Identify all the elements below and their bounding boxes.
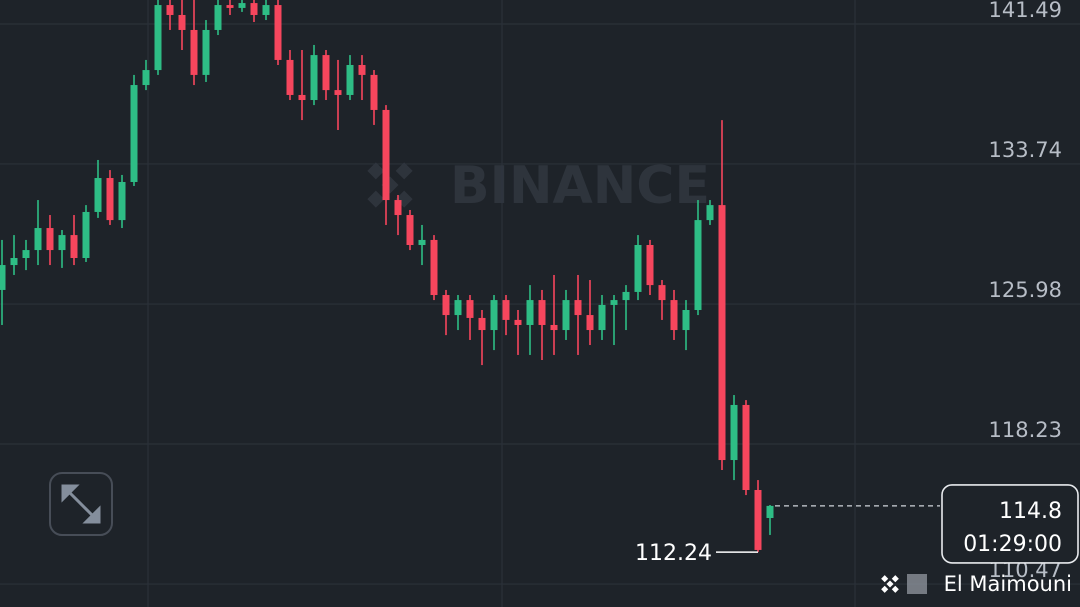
- candle-body: [406, 215, 414, 246]
- candle-body: [754, 490, 762, 550]
- candle-body: [358, 64, 366, 75]
- candle-body: [46, 228, 54, 251]
- candle-body: [694, 220, 702, 310]
- watermark-text: BINANCE: [450, 156, 710, 216]
- candle-body: [610, 300, 618, 305]
- last-price-label: 114.8: [999, 499, 1062, 524]
- candle-body: [322, 55, 330, 91]
- candle-body: [622, 291, 630, 301]
- low-label: 112.24: [635, 541, 712, 566]
- candle-body: [586, 315, 594, 331]
- candle-body: [106, 178, 114, 221]
- candle-body: [646, 245, 654, 286]
- candle-body: [202, 29, 210, 75]
- candle-body: [670, 300, 678, 331]
- candle-body: [514, 319, 522, 325]
- candle-body: [70, 235, 78, 259]
- y-tick-label: 125.98: [989, 278, 1062, 302]
- expand-icon: [61, 484, 101, 524]
- candle-body: [466, 300, 474, 318]
- candle-body: [562, 300, 570, 331]
- candle-body: [82, 211, 90, 259]
- candle-body: [250, 3, 258, 15]
- candle-body: [142, 70, 150, 86]
- candle-body: [742, 404, 750, 491]
- countdown: 01:29:00: [963, 532, 1062, 557]
- candle-body: [178, 14, 186, 30]
- candle-body: [490, 300, 498, 331]
- candle-body: [682, 309, 690, 331]
- candle-body: [286, 59, 294, 95]
- author-name: El Maimouni: [944, 572, 1072, 596]
- candle-body: [190, 29, 198, 75]
- price-box: [941, 484, 1079, 564]
- candle-body: [262, 5, 270, 15]
- candle-body: [718, 205, 726, 461]
- candle-body: [274, 5, 282, 60]
- candle-body: [526, 300, 534, 325]
- candle-body: [58, 235, 66, 251]
- expand-button[interactable]: [49, 472, 113, 536]
- candle-body: [10, 258, 18, 266]
- candle-body: [574, 300, 582, 316]
- candle-body: [634, 245, 642, 292]
- candle-body: [502, 300, 510, 320]
- candle-body: [310, 55, 318, 101]
- candle-body: [538, 300, 546, 325]
- y-tick-label: 118.23: [989, 418, 1062, 442]
- candle-body: [118, 181, 126, 221]
- candle-body: [346, 64, 354, 95]
- candle-body: [658, 285, 666, 301]
- candle-body: [298, 94, 306, 101]
- candle-body: [730, 404, 738, 461]
- candle-body: [766, 505, 774, 518]
- candle-body: [22, 250, 30, 259]
- candle-body: [442, 295, 450, 316]
- candle-body: [226, 5, 234, 8]
- author-avatar: [907, 574, 927, 594]
- candle-body: [214, 5, 222, 30]
- candle-body: [706, 205, 714, 221]
- candle-body: [394, 200, 402, 216]
- candle-body: [430, 239, 438, 296]
- candle-body: [550, 324, 558, 331]
- candle-body: [598, 304, 606, 331]
- candles: [0, 0, 774, 553]
- candle-body: [382, 109, 390, 201]
- candle-body: [454, 300, 462, 316]
- candle-body: [34, 228, 42, 251]
- candle-body: [334, 90, 342, 95]
- candle-body: [238, 3, 246, 8]
- candle-body: [370, 74, 378, 110]
- candle-body: [94, 178, 102, 212]
- candle-body: [478, 317, 486, 331]
- y-tick-label: 133.74: [989, 138, 1062, 162]
- candle-body: [418, 239, 426, 246]
- candle-body: [154, 5, 162, 71]
- candle-body: [166, 5, 174, 15]
- candle-body: [130, 85, 138, 182]
- y-tick-label: 141.49: [989, 0, 1062, 22]
- candle-body: [0, 265, 6, 290]
- overlay: 114.8 01:29:00 112.24: [635, 484, 1079, 566]
